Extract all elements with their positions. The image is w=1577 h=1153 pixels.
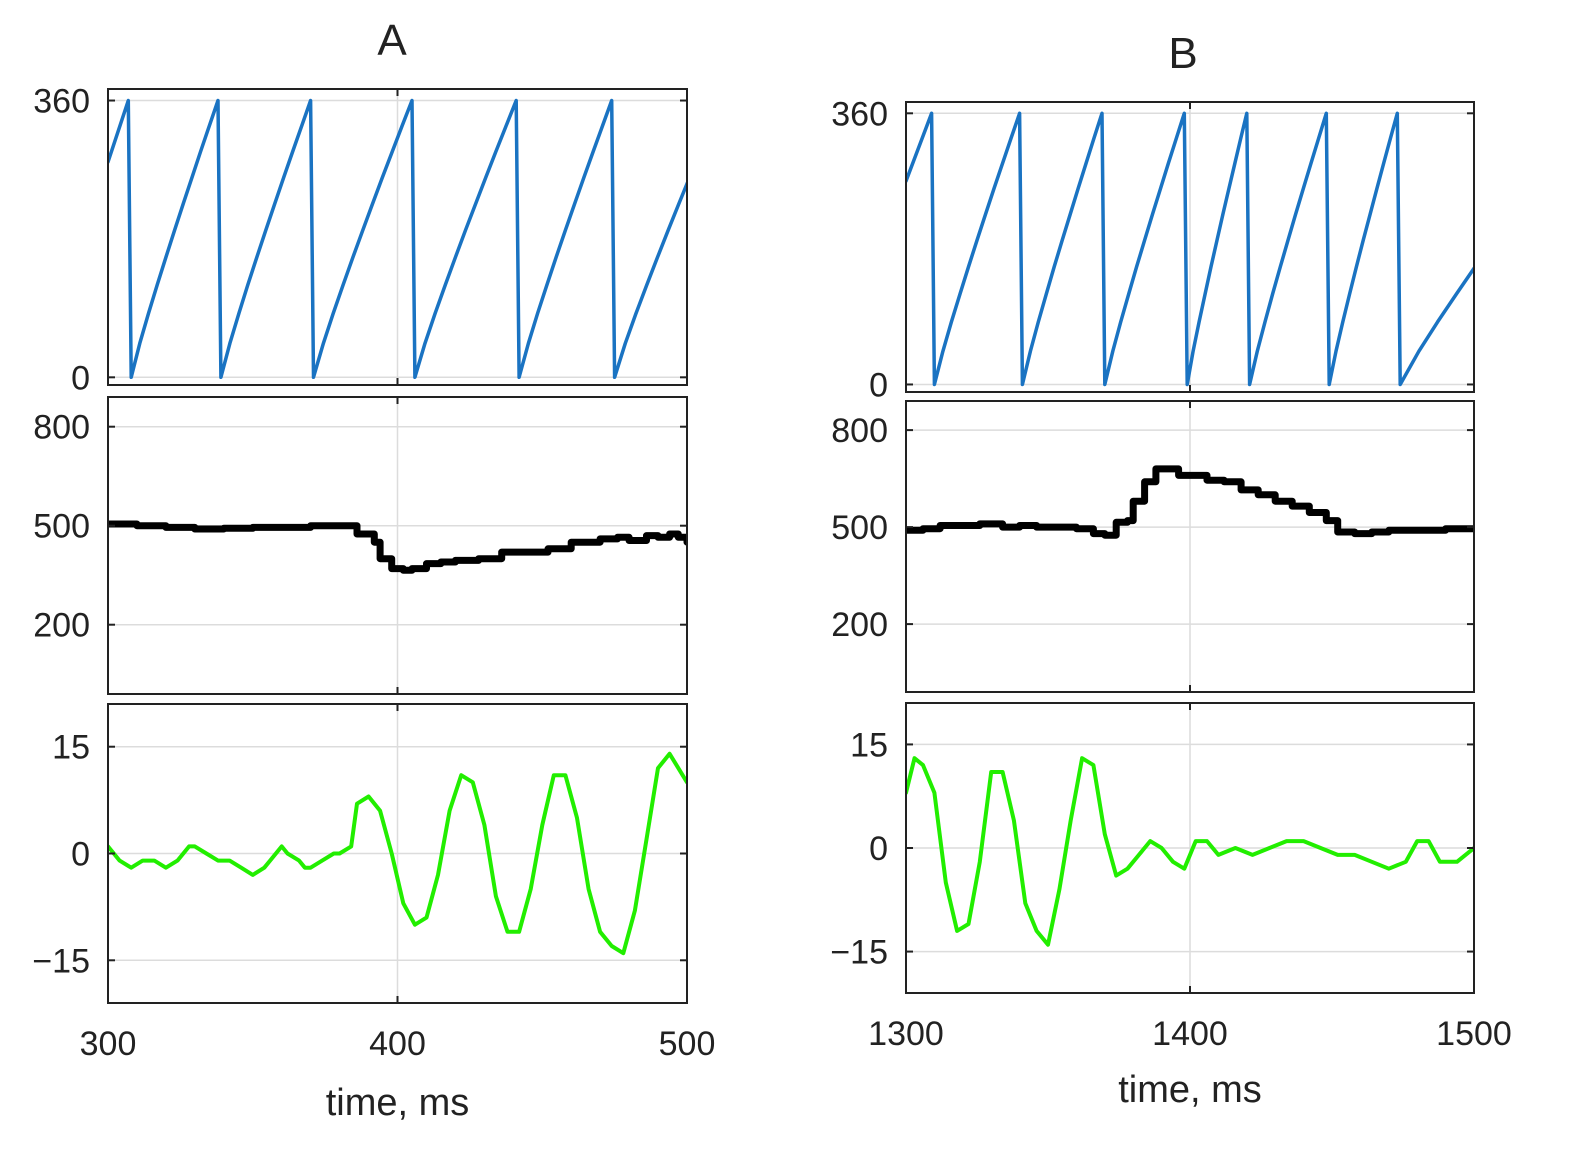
y-tick-label: 0 (71, 359, 90, 397)
y-tick-label: 800 (831, 412, 888, 450)
y-tick-label: 15 (850, 726, 888, 764)
y-tick-label: 0 (71, 836, 90, 874)
y-tick-label: 360 (33, 83, 90, 121)
x-tick-label: 1300 (868, 1015, 944, 1053)
x-tick-label: 1500 (1436, 1015, 1512, 1053)
x-tick-label: 500 (659, 1025, 716, 1063)
panel-b: B 0 360 200 500 800 −15 0 15 1300 1400 1500 time, ms (830, 29, 1512, 1111)
y-tick-label: 800 (33, 409, 90, 447)
x-axis-label: time, ms (1118, 1069, 1262, 1111)
series-line-signal (108, 751, 687, 956)
panel-title: B (1168, 29, 1197, 78)
series-line-phase (906, 111, 1474, 387)
subplot-interval: 200 500 800 (33, 396, 688, 695)
x-tick-label: 400 (369, 1025, 426, 1063)
y-tick-label: −15 (32, 942, 90, 980)
subplot-signal: −15 0 15 (830, 702, 1475, 994)
subplot-phase: 0 360 (831, 95, 1475, 404)
y-tick-label: 0 (869, 366, 888, 404)
y-tick-label: 200 (831, 606, 888, 644)
series-line-phase (108, 98, 687, 380)
panel-title: A (377, 16, 407, 65)
y-tick-label: 15 (52, 729, 90, 767)
subplot-interval: 200 500 800 (831, 400, 1475, 693)
series-line-interval (108, 520, 687, 574)
y-tick-label: 500 (33, 508, 90, 546)
subplot-signal: −15 0 15 (32, 703, 688, 1004)
y-tick-label: 500 (831, 509, 888, 547)
x-tick-label: 1400 (1152, 1015, 1228, 1053)
panel-a: A 0 360 200 500 800 −15 0 15 300 400 500 time, ms (32, 16, 716, 1124)
y-tick-label: 200 (33, 607, 90, 645)
y-tick-label: 0 (869, 830, 888, 868)
x-tick-label: 300 (80, 1025, 137, 1063)
y-tick-label: 360 (831, 95, 888, 133)
series-line-signal (906, 756, 1474, 947)
x-axis-label: time, ms (326, 1082, 470, 1124)
series-line-interval (906, 465, 1474, 539)
subplot-phase: 0 360 (33, 83, 688, 397)
y-tick-label: −15 (830, 934, 888, 972)
